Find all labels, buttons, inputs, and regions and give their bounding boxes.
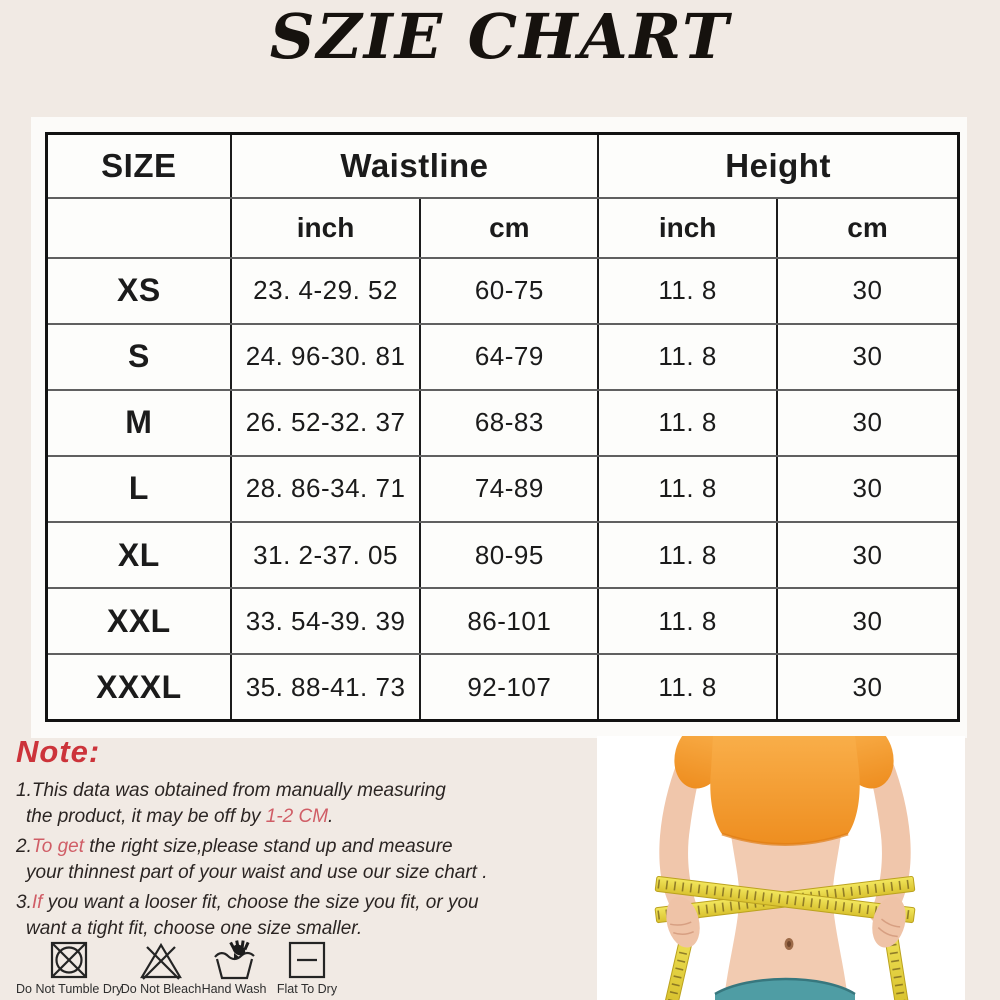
hand-wash-icon (214, 940, 255, 980)
height-inch-cell: 11. 8 (597, 322, 778, 391)
waist-cm-cell: 74-89 (419, 454, 600, 524)
note-text: the product, it may be off by (26, 805, 266, 827)
size-cell: M (45, 388, 232, 457)
height-inch-cell: 11. 8 (597, 454, 778, 524)
waist-inch-cell: 28. 86-34. 71 (229, 454, 422, 524)
notes-section: Note: 1.This data was obtained from manu… (16, 734, 591, 946)
note-highlight: If (31, 892, 43, 913)
height-cm-cell: 30 (775, 521, 960, 590)
waist-cm-cell: 86-101 (419, 587, 600, 656)
height-cm-cell: 30 (775, 388, 960, 457)
height-inch-cell: 11. 8 (597, 521, 778, 590)
waist-measuring-illustration (597, 736, 965, 1000)
size-cell: XS (45, 256, 232, 325)
do-not-tumble-dry-icon (50, 941, 88, 979)
note-highlight: To get (31, 836, 84, 857)
col-header-size: SIZE (45, 132, 232, 199)
waist-inch-cell: 26. 52-32. 37 (229, 388, 422, 457)
note-number: 2. (16, 836, 32, 857)
height-inch-cell: 11. 8 (597, 256, 778, 325)
height-cm-cell: 30 (775, 256, 960, 325)
waist-cm-cell: 92-107 (419, 653, 600, 722)
teal-pants (714, 977, 856, 1000)
waist-inch-cell: 33. 54-39. 39 (229, 587, 422, 656)
note-line: the product, it may be off by 1-2 CM. (16, 804, 591, 830)
flat-to-dry-icon (288, 941, 326, 979)
torso (724, 820, 848, 1000)
note-number: 1. (16, 780, 32, 801)
care-label: Hand Wash (201, 982, 267, 996)
waist-inch-cell: 24. 96-30. 81 (229, 322, 422, 391)
height-cm-header: cm (775, 196, 960, 259)
note-item-2: 2.To get the right size,please stand up … (16, 834, 591, 885)
table-row-xxxl: XXXL 35. 88-41. 73 92-107 11. 8 30 (45, 653, 960, 722)
waist-cm-cell: 80-95 (419, 521, 600, 590)
product-photo (597, 736, 965, 1000)
care-label: Do Not Tumble Dry (16, 982, 123, 996)
col-header-waistline: Waistline (229, 132, 600, 199)
page-title: SZIE CHART (269, 0, 731, 73)
height-cm-cell: 30 (775, 322, 960, 391)
care-item-hand-wash: Hand Wash (191, 940, 277, 996)
table-row-s: S 24. 96-30. 81 64-79 11. 8 30 (45, 322, 960, 391)
note-line: 3.If you want a looser fit, choose the s… (16, 890, 591, 916)
size-cell: S (45, 322, 232, 391)
size-cell: L (45, 454, 232, 524)
note-text: the right size,please stand up and measu… (83, 836, 453, 857)
care-label: Flat To Dry (276, 982, 338, 996)
note-item-1: 1.This data was obtained from manually m… (16, 778, 591, 829)
waist-inch-cell: 31. 2-37. 05 (229, 521, 422, 590)
size-table: SIZE Waistline Height inch cm inch cm XS… (45, 132, 960, 722)
table-row-l: L 28. 86-34. 71 74-89 11. 8 30 (45, 454, 960, 524)
note-item-3: 3.If you want a looser fit, choose the s… (16, 890, 591, 941)
right-hand (872, 896, 906, 948)
waist-inch-cell: 23. 4-29. 52 (229, 256, 422, 325)
left-hand (666, 896, 700, 948)
care-label: Do Not Bleach (120, 982, 202, 996)
table-header-row: SIZE Waistline Height (45, 132, 960, 199)
notes-heading: Note: (16, 734, 101, 769)
height-cm-cell: 30 (775, 653, 960, 722)
waist-cm-header: cm (419, 196, 600, 259)
note-highlight: 1-2 CM (265, 805, 329, 827)
note-text: . (328, 805, 334, 827)
height-inch-cell: 11. 8 (597, 587, 778, 656)
orange-crop-top (674, 736, 894, 846)
size-cell: XL (45, 521, 232, 590)
waist-inch-cell: 35. 88-41. 73 (229, 653, 422, 722)
waist-cm-cell: 60-75 (419, 256, 600, 325)
table-row-xs: XS 23. 4-29. 52 60-75 11. 8 30 (45, 256, 960, 325)
table-subheader-row: inch cm inch cm (45, 196, 960, 259)
table-row-m: M 26. 52-32. 37 68-83 11. 8 30 (45, 388, 960, 457)
waist-cm-cell: 64-79 (419, 322, 600, 391)
height-inch-header: inch (597, 196, 778, 259)
note-line: want a tight fit, choose one size smalle… (16, 916, 591, 942)
note-text: your thinnest part of your waist and use… (26, 861, 488, 883)
note-line: your thinnest part of your waist and use… (16, 860, 591, 886)
empty-header-cell (45, 196, 232, 259)
height-inch-cell: 11. 8 (597, 653, 778, 722)
table-row-xxl: XXL 33. 54-39. 39 86-101 11. 8 30 (45, 587, 960, 656)
waist-inch-header: inch (229, 196, 422, 259)
note-text: This data was obtained from manually mea… (31, 780, 446, 801)
note-number: 3. (16, 892, 32, 913)
height-cm-cell: 30 (775, 587, 960, 656)
care-item-do-not-bleach: Do Not Bleach (113, 940, 209, 996)
size-table-card: SIZE Waistline Height inch cm inch cm XS… (31, 117, 967, 738)
waist-cm-cell: 68-83 (419, 388, 600, 457)
care-item-do-not-tumble-dry: Do Not Tumble Dry (16, 940, 122, 996)
height-cm-cell: 30 (775, 454, 960, 524)
col-header-height: Height (597, 132, 960, 199)
note-text: want a tight fit, choose one size smalle… (26, 917, 363, 939)
size-cell: XXL (45, 587, 232, 656)
care-item-flat-to-dry: Flat To Dry (259, 940, 355, 996)
note-text: you want a looser fit, choose the size y… (42, 892, 479, 913)
size-cell: XXXL (45, 653, 232, 722)
table-row-xl: XL 31. 2-37. 05 80-95 11. 8 30 (45, 521, 960, 590)
note-line: 1.This data was obtained from manually m… (16, 778, 591, 804)
note-line: 2.To get the right size,please stand up … (16, 834, 591, 860)
do-not-bleach-icon (140, 942, 182, 980)
height-inch-cell: 11. 8 (597, 388, 778, 457)
